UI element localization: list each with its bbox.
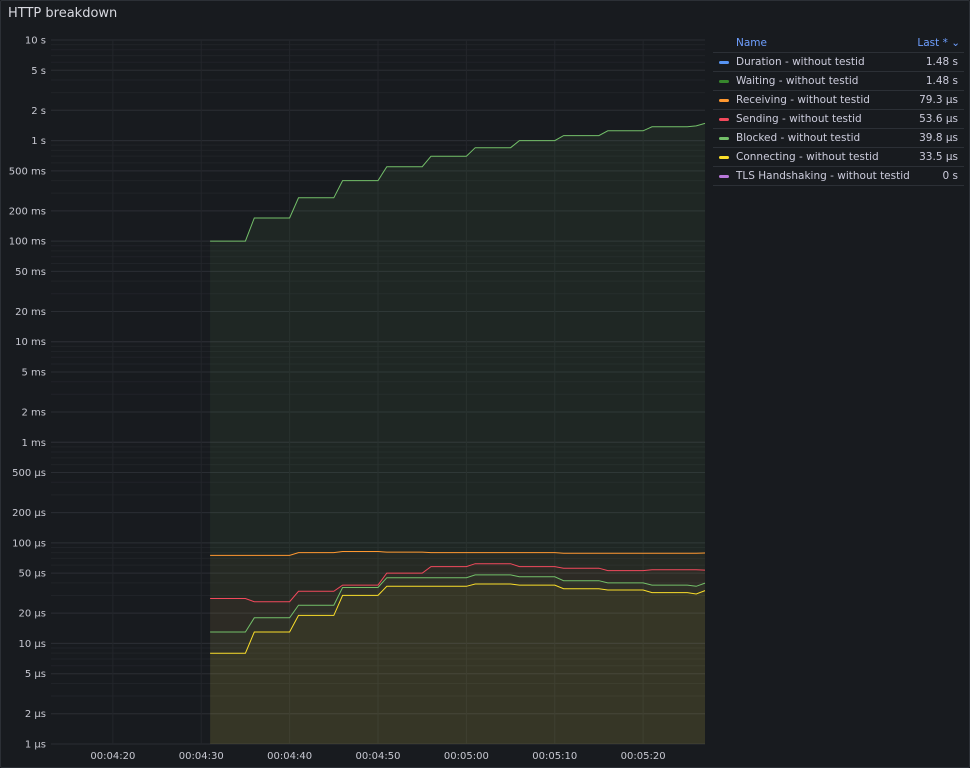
legend-series-value: 1.48 s	[925, 56, 958, 68]
x-tick-label: 00:05:00	[444, 751, 489, 762]
legend-row-duration[interactable]: Duration - without testid 1.48 s	[713, 53, 964, 72]
legend-series-value: 79.3 µs	[919, 94, 958, 106]
x-tick-label: 00:05:10	[532, 751, 577, 762]
y-tick-label: 200 µs	[12, 508, 46, 519]
y-tick-label: 2 s	[31, 106, 46, 117]
y-tick-label: 5 s	[31, 66, 46, 77]
legend-series-name: Connecting - without testid	[736, 151, 879, 163]
y-tick-label: 2 µs	[25, 709, 46, 720]
y-tick-label: 10 µs	[19, 639, 46, 650]
y-tick-label: 10 ms	[15, 337, 46, 348]
legend-swatch	[719, 117, 729, 121]
legend-row-waiting[interactable]: Waiting - without testid 1.48 s	[713, 72, 964, 91]
legend-series-value: 53.6 µs	[919, 113, 958, 125]
y-tick-label: 1 µs	[25, 740, 46, 751]
series-line	[210, 583, 706, 654]
legend-name-header[interactable]: Name	[736, 36, 767, 49]
legend-swatch	[719, 155, 729, 159]
legend-row-receiving[interactable]: Receiving - without testid 79.3 µs	[713, 91, 964, 110]
legend-series-value: 39.8 µs	[919, 132, 958, 144]
legend-series-name: Sending - without testid	[736, 113, 862, 125]
legend-series-name: Duration - without testid	[736, 56, 865, 68]
time-series-plot: 10 s 5 s 2 s 1 s 500 ms 200 ms 100 ms 50 ms 20 m…	[9, 36, 706, 762]
legend-series-value: 1.48 s	[925, 75, 958, 87]
y-tick-label: 20 µs	[19, 609, 46, 620]
legend-series-value: 0 s	[942, 170, 959, 182]
legend-table: Name Last * ⌄ Duration - without testid …	[713, 33, 964, 186]
x-tick-label: 00:04:40	[267, 751, 312, 762]
panel-title[interactable]: HTTP breakdown	[8, 6, 118, 21]
x-tick-label: 00:04:20	[90, 751, 135, 762]
y-tick-label: 1 ms	[22, 438, 47, 449]
y-tick-label: 50 ms	[15, 267, 46, 278]
legend-swatch	[719, 136, 729, 140]
x-tick-label: 00:05:20	[621, 751, 666, 762]
legend-row-tls-handshaking[interactable]: TLS Handshaking - without testid 0 s	[713, 167, 964, 186]
series-line	[210, 551, 706, 556]
y-tick-label: 20 ms	[15, 307, 46, 318]
y-tick-label: 100 µs	[12, 538, 46, 549]
y-tick-label: 5 ms	[22, 367, 47, 378]
y-tick-label: 5 µs	[25, 669, 46, 680]
y-tick-label: 200 ms	[9, 206, 46, 217]
legend-series-name: Waiting - without testid	[736, 75, 859, 87]
legend-series-value: 33.5 µs	[919, 151, 958, 163]
series-line	[210, 574, 706, 633]
legend-last-header[interactable]: Last * ⌄	[917, 36, 960, 49]
x-tick-label: 00:04:50	[356, 751, 401, 762]
series-line	[210, 563, 706, 603]
y-tick-label: 100 ms	[9, 237, 46, 248]
legend-swatch	[719, 98, 729, 102]
y-tick-label: 10 s	[25, 36, 46, 47]
y-tick-label: 1 s	[31, 136, 46, 147]
legend-series-name: Receiving - without testid	[736, 94, 870, 106]
y-tick-label: 50 µs	[19, 569, 46, 580]
y-tick-label: 500 µs	[12, 468, 46, 479]
legend-header: Name Last * ⌄	[713, 33, 964, 53]
legend-series-name: TLS Handshaking - without testid	[736, 170, 910, 182]
series-line	[210, 122, 706, 242]
legend-swatch	[719, 174, 729, 178]
legend-swatch	[719, 60, 729, 64]
legend-row-blocked[interactable]: Blocked - without testid 39.8 µs	[713, 129, 964, 148]
legend-row-connecting[interactable]: Connecting - without testid 33.5 µs	[713, 148, 964, 167]
legend-swatch	[719, 79, 729, 83]
legend-row-sending[interactable]: Sending - without testid 53.6 µs	[713, 110, 964, 129]
y-tick-label: 2 ms	[22, 408, 47, 419]
y-tick-label: 500 ms	[9, 166, 46, 177]
legend-series-name: Blocked - without testid	[736, 132, 861, 144]
x-tick-label: 00:04:30	[179, 751, 224, 762]
